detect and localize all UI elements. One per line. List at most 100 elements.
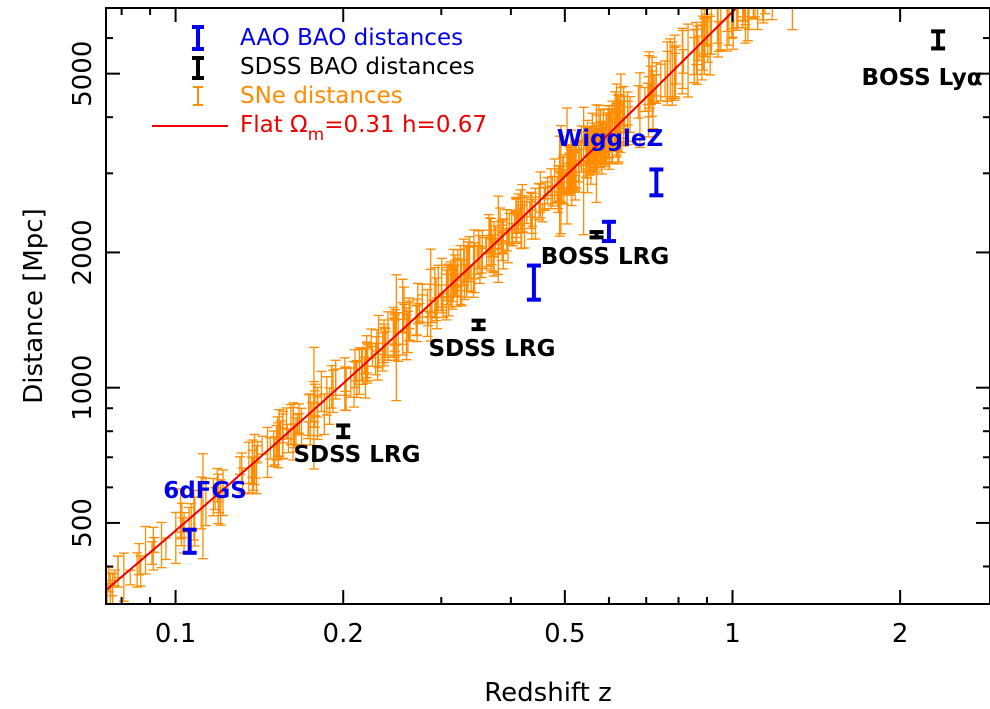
sne-point <box>705 15 716 76</box>
sne-point <box>574 140 585 193</box>
sne-point <box>349 360 360 408</box>
sne-point <box>170 511 181 565</box>
sne-point <box>397 302 408 345</box>
sne-point <box>200 477 211 527</box>
annotation-layer: 6dFGS SDSS LRG SDSS LRG BOSS LRG WiggleZ BOSS… <box>163 65 982 504</box>
annotation-label: 6dFGS <box>163 478 247 504</box>
sne-point <box>646 65 657 106</box>
sne-point <box>563 143 574 194</box>
sne-point <box>589 132 600 162</box>
model-curve <box>106 8 738 591</box>
annotation-label: BOSS Lyα <box>861 65 982 91</box>
sne-point <box>246 456 257 484</box>
legend-swatch-aao <box>192 25 204 51</box>
legend-label-model: Flat Ωm=0.31 h=0.67 <box>240 112 487 145</box>
sne-point <box>760 8 771 15</box>
legend-label-model-main: Flat Ω <box>240 112 308 138</box>
sne-point <box>326 365 337 409</box>
sne-point <box>288 406 299 461</box>
bao-point <box>336 423 351 440</box>
x-tick-label: 0.2 <box>323 619 364 649</box>
sne-point <box>748 8 759 20</box>
sne-point <box>373 314 384 369</box>
annotation-label: BOSS LRG <box>541 244 669 270</box>
sne-point <box>595 109 606 154</box>
sne-point <box>496 230 507 255</box>
sne-point <box>677 29 688 90</box>
sne-point <box>296 407 307 446</box>
sne-point <box>554 170 565 202</box>
sne-point <box>380 330 391 356</box>
sne-point <box>527 199 538 227</box>
sne-point <box>483 213 494 268</box>
sne-point <box>249 433 260 486</box>
x-tick-label: 0.5 <box>544 619 585 649</box>
legend-label-model-sub: m <box>308 125 325 145</box>
y-tick-label: 500 <box>68 498 98 548</box>
sne-point <box>651 61 662 104</box>
sne-point <box>341 366 352 412</box>
x-tick-label: 2 <box>892 619 909 649</box>
sne-point <box>613 94 624 163</box>
x-tick-label: 0.1 <box>155 619 196 649</box>
sne-point <box>463 246 474 283</box>
sne-point <box>361 341 372 374</box>
plot-frame <box>105 7 990 605</box>
sne-point <box>683 23 694 98</box>
sne-point <box>354 347 365 395</box>
sne-point <box>132 552 143 588</box>
sne-point <box>758 8 769 24</box>
sne-point <box>743 8 754 31</box>
legend-entry-sdss: SDSS BAO distances <box>192 54 475 80</box>
model-curve-layer <box>106 8 738 591</box>
sne-point <box>262 426 273 479</box>
sne-point <box>750 8 761 18</box>
x-axis-label: Redshift z <box>484 678 611 708</box>
legend-swatch-sdss <box>192 56 204 80</box>
sne-point <box>134 542 145 576</box>
y-axis-ticks: 500 1000 2000 5000 <box>68 7 990 568</box>
legend-entry-aao: AAO BAO distances <box>192 25 463 51</box>
sne-point <box>303 421 314 440</box>
bao-point <box>601 219 616 244</box>
sne-point <box>665 38 676 100</box>
sne-point <box>140 525 151 575</box>
bao-point <box>526 263 541 302</box>
sne-point <box>372 342 383 381</box>
sne-point <box>567 146 578 188</box>
sne-point <box>530 187 541 240</box>
sne-point <box>582 136 593 179</box>
sne-point <box>388 317 399 345</box>
sne-point <box>324 387 335 425</box>
sne-point <box>738 8 749 22</box>
sne-point <box>691 28 702 76</box>
sne-point <box>740 8 751 44</box>
sne-point <box>669 34 680 98</box>
sne-point <box>581 138 592 170</box>
sne-point <box>212 467 223 503</box>
sne-point <box>247 439 258 478</box>
sne-point <box>146 541 157 565</box>
sne-point <box>578 106 589 236</box>
sne-point <box>425 283 436 318</box>
annotation-label: SDSS LRG <box>293 442 420 468</box>
bao-point <box>471 318 486 332</box>
sne-point <box>308 380 319 428</box>
legend: AAO BAO distances SDSS BAO distances SNe… <box>152 25 487 145</box>
sne-point <box>787 8 798 31</box>
bao-series <box>182 29 946 555</box>
sne-point <box>739 8 750 21</box>
bao-point <box>931 29 946 51</box>
annotation-label: WiggleZ <box>557 126 663 152</box>
sne-point <box>106 582 113 604</box>
legend-label-sne: SNe distances <box>240 83 403 109</box>
bao-point <box>649 167 664 198</box>
legend-entry-model: Flat Ωm=0.31 h=0.67 <box>152 112 487 145</box>
x-tick-label: 1 <box>724 619 741 649</box>
sne-point <box>411 305 422 337</box>
y-tick-label: 5000 <box>68 41 98 107</box>
sne-point <box>441 269 452 321</box>
bao-point <box>182 527 197 555</box>
sne-point <box>713 8 724 58</box>
